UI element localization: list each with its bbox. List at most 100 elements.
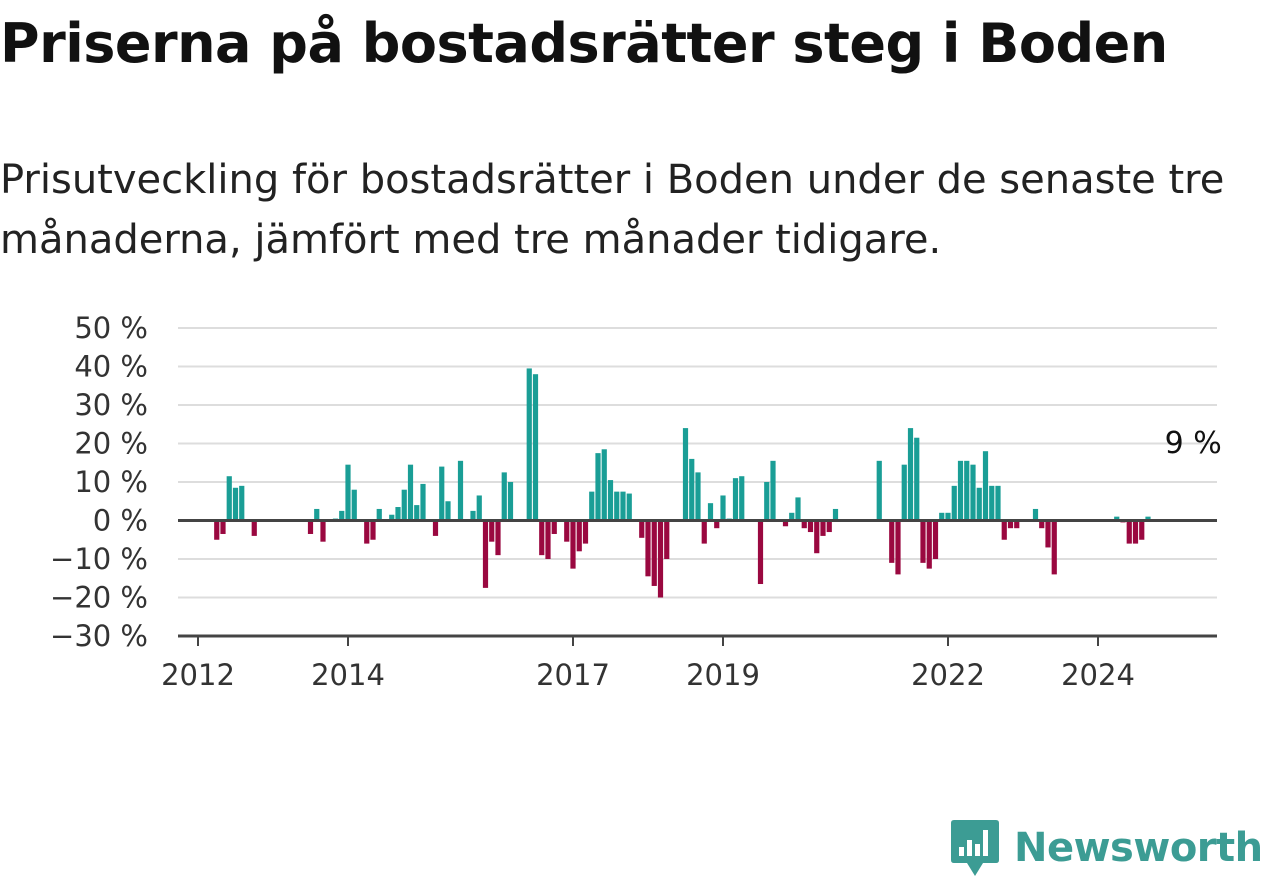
bar [814, 520, 820, 554]
bar [539, 520, 545, 556]
bar [432, 520, 439, 536]
bar [926, 520, 932, 569]
bar [351, 489, 357, 521]
bar [951, 485, 957, 521]
bar [876, 460, 882, 521]
bar [482, 520, 489, 588]
bar [495, 520, 501, 556]
bar [607, 480, 614, 521]
y-tick-label: 30 % [74, 388, 148, 422]
bar [470, 510, 476, 521]
bar [889, 520, 895, 563]
bar [957, 460, 964, 521]
bar [401, 489, 407, 521]
bar [989, 485, 995, 521]
bar [1126, 520, 1132, 544]
bar [445, 501, 451, 521]
bar [595, 453, 601, 521]
bar [489, 520, 495, 542]
bar [526, 368, 532, 521]
y-tick-label: −10 % [50, 542, 148, 576]
bar [439, 466, 445, 521]
bar [507, 482, 514, 521]
bar [701, 520, 707, 544]
bar [657, 520, 664, 598]
bar [639, 520, 645, 538]
bar [739, 476, 745, 521]
bar [764, 482, 770, 521]
bar [1139, 520, 1145, 540]
bar [1051, 520, 1057, 575]
bar [339, 510, 345, 521]
bar [364, 520, 370, 544]
bar [807, 520, 814, 533]
bar [1007, 520, 1014, 529]
bar [789, 512, 795, 521]
bar [976, 487, 982, 521]
bar [714, 520, 720, 529]
x-axis-labels: 2012 2014 2017 2019 2022 2024 [161, 636, 1135, 692]
bar [220, 520, 226, 534]
axes [178, 519, 1217, 638]
bar [820, 520, 826, 536]
bar [757, 520, 764, 585]
bar [1032, 508, 1039, 521]
last-value-label: 9 % [1165, 426, 1222, 461]
bar [420, 483, 426, 521]
bar [801, 520, 807, 529]
x-tick-label: 2022 [911, 658, 985, 692]
bar [914, 437, 920, 521]
bar [501, 472, 507, 521]
bar [532, 374, 539, 521]
bar [251, 520, 257, 536]
bar [214, 520, 220, 540]
bar [457, 460, 464, 521]
bar [407, 464, 414, 521]
newsworthy-logo-icon [951, 820, 999, 876]
bar [945, 512, 951, 521]
y-tick-label: 20 % [74, 427, 148, 461]
bar [1132, 520, 1139, 544]
bar [576, 520, 582, 552]
bar [826, 520, 832, 533]
chart-subtitle: Prisutveckling för bostadsrätter i Boden… [0, 157, 1225, 263]
y-tick-label: 50 % [74, 311, 148, 345]
bar [570, 520, 576, 569]
bar [239, 485, 245, 521]
bar [345, 464, 351, 521]
bar [707, 503, 714, 521]
bar [395, 507, 401, 521]
y-tick-label: −20 % [50, 581, 148, 615]
bar [232, 487, 239, 521]
y-tick-label: 0 % [93, 504, 148, 538]
bar [895, 520, 901, 575]
bar [795, 497, 801, 521]
bar [1145, 516, 1151, 521]
bar [682, 428, 689, 521]
bar [307, 520, 314, 534]
brand-logo: Newsworthy [950, 818, 1262, 878]
bar [314, 508, 320, 521]
x-tick-label: 2017 [536, 658, 610, 692]
bar [645, 520, 651, 577]
bar [376, 508, 382, 521]
bar [614, 491, 620, 521]
bar [982, 451, 989, 521]
bar [939, 512, 945, 521]
bar-chart: −30 % −20 % −10 % 0 % 10 % 20 % 30 % 40 % 50 % 2… [50, 311, 1222, 692]
bar [551, 520, 557, 534]
bar [601, 449, 607, 521]
bar [414, 505, 420, 521]
bar [582, 520, 589, 544]
bar [782, 520, 789, 527]
x-tick-label: 2014 [311, 658, 385, 692]
chart-title: Priserna på bostadsrätter steg i Boden [0, 12, 1168, 75]
x-tick-label: 2024 [1061, 658, 1135, 692]
bar [1045, 520, 1051, 548]
x-tick-label: 2019 [686, 658, 760, 692]
bar [695, 472, 701, 521]
bar [720, 495, 726, 521]
bar [320, 520, 326, 542]
bar [901, 464, 907, 521]
brand-name: Newsworthy [1014, 825, 1262, 871]
